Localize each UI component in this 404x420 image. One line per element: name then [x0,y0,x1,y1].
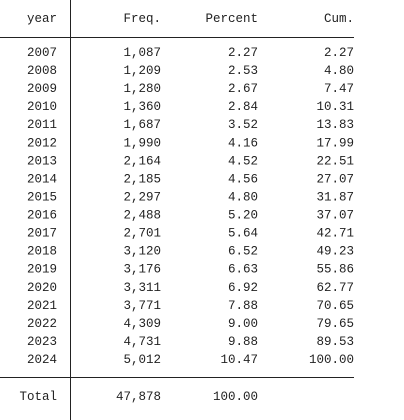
cell: 4.80 [228,190,258,204]
cell: 2.27 [228,46,258,60]
cell: 4,309 [123,317,161,331]
row-label: 2008 [27,64,57,78]
header-cell: Cum. [324,12,354,26]
cell: 1,209 [123,64,161,78]
row-label: 2019 [27,263,57,277]
row-label: 2021 [27,299,57,313]
cell: 4.80 [324,64,354,78]
cell: 1,990 [123,136,161,150]
header-cell: Percent [205,12,258,26]
cell: 31.87 [316,190,354,204]
row-label: 2011 [27,118,57,132]
cell: 2.67 [228,82,258,96]
row-label: 2024 [27,353,57,367]
cell: 4.56 [228,172,258,186]
cell: 2.27 [324,46,354,60]
cell: 70.65 [316,299,354,313]
cell: 42.71 [316,227,354,241]
cell: 9.88 [228,335,258,349]
cell: 2,701 [123,227,161,241]
cell: 2,297 [123,190,161,204]
header-cell: year [27,12,57,26]
row-label: 2012 [27,136,57,150]
cell: 6.92 [228,281,258,295]
row-label: 2020 [27,281,57,295]
cell: 89.53 [316,335,354,349]
cell: 3,120 [123,245,161,259]
cell: 3.52 [228,118,258,132]
total-cell: 100.00 [213,390,258,404]
cell: 3,176 [123,263,161,277]
cell: 22.51 [316,154,354,168]
cell: 9.00 [228,317,258,331]
cell: 17.99 [316,136,354,150]
total-label: Total [19,390,57,404]
cell: 4.52 [228,154,258,168]
row-label: 2010 [27,100,57,114]
cell: 2.53 [228,64,258,78]
cell: 4,731 [123,335,161,349]
row-label: 2014 [27,172,57,186]
total-cell: 47,878 [116,390,161,404]
cell: 5.20 [228,209,258,223]
row-label: 2015 [27,190,57,204]
cell: 6.52 [228,245,258,259]
header-cell: Freq. [123,12,161,26]
cell: 3,771 [123,299,161,313]
cell: 27.07 [316,172,354,186]
row-label: 2018 [27,245,57,259]
cell: 5.64 [228,227,258,241]
cell: 10.47 [220,353,258,367]
cell: 10.31 [316,100,354,114]
cell: 100.00 [309,353,354,367]
cell: 2,185 [123,172,161,186]
cell: 2,164 [123,154,161,168]
cell: 62.77 [316,281,354,295]
cell: 13.83 [316,118,354,132]
cell: 1,687 [123,118,161,132]
cell: 7.88 [228,299,258,313]
row-label: 2013 [27,154,57,168]
row-label: 2007 [27,46,57,60]
cell: 7.47 [324,82,354,96]
cell: 2,488 [123,209,161,223]
row-label: 2023 [27,335,57,349]
cell: 1,360 [123,100,161,114]
row-label: 2016 [27,209,57,223]
cell: 1,280 [123,82,161,96]
cell: 1,087 [123,46,161,60]
cell: 2.84 [228,100,258,114]
row-label: 2017 [27,227,57,241]
cell: 37.07 [316,209,354,223]
cell: 79.65 [316,317,354,331]
row-label: 2022 [27,317,57,331]
cell: 3,311 [123,281,161,295]
cell: 55.86 [316,263,354,277]
cell: 4.16 [228,136,258,150]
row-label: 2009 [27,82,57,96]
cell: 49.23 [316,245,354,259]
cell: 5,012 [123,353,161,367]
cell: 6.63 [228,263,258,277]
